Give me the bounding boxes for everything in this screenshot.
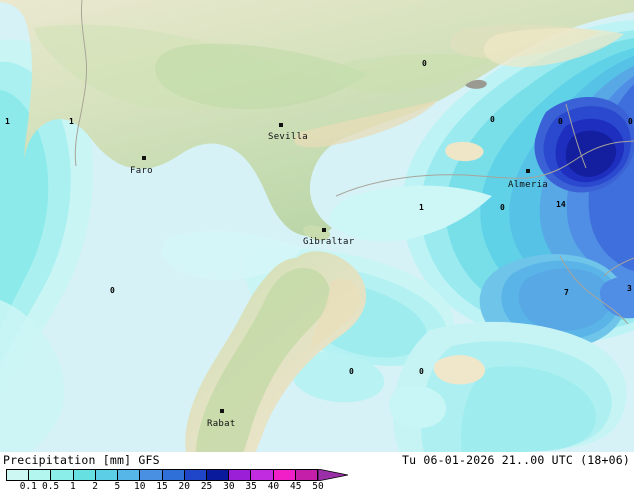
value-label: 1 xyxy=(419,203,424,212)
precip-field xyxy=(0,20,634,452)
legend-title: Precipitation [mm] GFS xyxy=(3,453,160,467)
colorbar-swatch xyxy=(162,470,185,480)
colorbar-swatch xyxy=(229,470,252,480)
colorbar-swatch xyxy=(184,470,207,480)
colorbar-tick-label: 0.1 xyxy=(19,481,37,490)
city-label: Faro xyxy=(130,166,153,176)
value-label: 0 xyxy=(110,286,115,295)
colorbar-swatch xyxy=(251,470,274,480)
colorbar-tick-label: 25 xyxy=(200,481,213,490)
colorbar-tick-label: 1 xyxy=(69,481,76,490)
colorbar-tick-label: 45 xyxy=(289,481,302,490)
colorbar-tick-label: 35 xyxy=(245,481,257,490)
map-canvas: Sevilla Faro Almeria Gibraltar xyxy=(0,0,634,452)
value-label: 0 xyxy=(349,367,354,376)
landmasses xyxy=(0,0,634,452)
city-marker-almeria[interactable]: Almeria xyxy=(508,169,548,190)
colorbar-swatch xyxy=(140,470,163,480)
value-label: 3 xyxy=(627,284,632,293)
city-dot xyxy=(322,228,326,232)
value-label: 0 xyxy=(490,115,495,124)
value-label: 0 xyxy=(500,203,505,212)
city-label: Sevilla xyxy=(268,132,308,142)
colorbar-swatch xyxy=(7,470,30,480)
colorbar-wrapper xyxy=(6,469,318,481)
value-label: 1 xyxy=(5,117,10,126)
city-dot xyxy=(142,156,146,160)
colorbar-swatch xyxy=(295,470,318,480)
city-label: Rabat xyxy=(207,419,236,429)
colorbar-swatch xyxy=(29,470,52,480)
colorbar-tick-label: 10 xyxy=(133,481,146,490)
colorbar-swatch xyxy=(206,470,230,480)
colorbar-tick-label: 20 xyxy=(178,481,191,490)
value-labels: 1 1 1 0 14 0 0 7 3 0 0 0 0 0 xyxy=(5,59,633,376)
value-label: 7 xyxy=(564,288,569,297)
legend-bar: Precipitation [mm] GFS Tu 06-01-2026 21.… xyxy=(0,452,634,490)
city-label: Gibraltar xyxy=(303,237,355,247)
city-marker-rabat[interactable]: Rabat xyxy=(207,409,236,429)
city-marker-gibraltar[interactable]: Gibraltar xyxy=(303,228,355,247)
colorbar-tick-label: 2 xyxy=(92,481,99,490)
precipitation-colorbar[interactable] xyxy=(6,469,318,481)
country-borders xyxy=(74,0,634,325)
precipitation-map[interactable]: Sevilla Faro Almeria Gibraltar xyxy=(0,0,634,452)
colorbar-swatch xyxy=(51,470,74,480)
city-dot xyxy=(526,169,530,173)
colorbar-overflow-arrow xyxy=(318,469,348,481)
colorbar-swatch xyxy=(118,470,141,480)
city-dot xyxy=(220,409,224,413)
colorbar-tick-label: 30 xyxy=(223,481,235,490)
value-label: 1 xyxy=(69,117,74,126)
value-label: 0 xyxy=(419,367,424,376)
map-layers: Sevilla Faro Almeria Gibraltar xyxy=(0,0,634,452)
colorbar-swatch xyxy=(273,470,296,480)
forecast-timestamp: Tu 06-01-2026 21..00 UTC (18+06) xyxy=(402,453,630,467)
city-label: Almeria xyxy=(508,180,548,190)
value-label: 14 xyxy=(556,200,566,209)
city-marker-sevilla[interactable]: Sevilla xyxy=(268,123,308,142)
colorbar-tick-label: 0.5 xyxy=(41,481,60,490)
colorbar-tick-label: 40 xyxy=(267,481,280,490)
colorbar-ticks: 0.1 0.5 1 2 5 10 15 20 25 30 35 40 45 50 xyxy=(6,481,324,490)
city-dot xyxy=(279,123,283,127)
value-label: 0 xyxy=(628,117,633,126)
city-markers[interactable]: Sevilla Faro Almeria Gibraltar xyxy=(130,123,548,429)
city-marker-faro[interactable]: Faro xyxy=(130,156,153,176)
colorbar-swatch xyxy=(73,470,96,480)
colorbar-tick-label: 15 xyxy=(156,481,168,490)
colorbar-tick-label: 50 xyxy=(312,481,324,490)
colorbar-tick-label: 5 xyxy=(114,481,121,490)
colorbar-swatch xyxy=(95,470,119,480)
value-label: 0 xyxy=(422,59,427,68)
value-label: 0 xyxy=(558,117,563,126)
